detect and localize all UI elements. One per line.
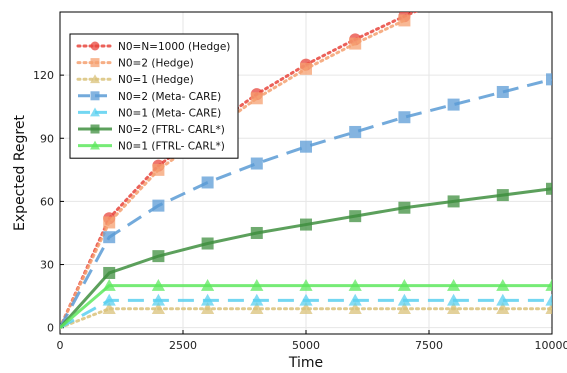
data-point: [103, 216, 116, 229]
data-point: [447, 195, 460, 208]
data-point: [349, 125, 362, 138]
x-tick-label: 7500: [415, 339, 443, 352]
x-tick-label: 5000: [292, 339, 320, 352]
legend-entry: N0=2 (FTRL- CARL*): [118, 124, 225, 136]
data-point: [398, 201, 411, 214]
data-point: [102, 293, 116, 306]
data-point: [250, 302, 264, 315]
data-point: [152, 163, 165, 176]
data-point: [103, 266, 116, 279]
data-point: [496, 278, 510, 291]
data-point: [447, 278, 461, 291]
legend-marker: [90, 41, 100, 51]
data-point: [250, 226, 263, 239]
data-point: [201, 237, 214, 250]
legend-marker: [90, 124, 100, 134]
data-point: [250, 293, 264, 306]
data-point: [348, 302, 362, 315]
y-tick-label: 120: [33, 69, 54, 82]
series-4: [60, 293, 552, 329]
data-point: [496, 302, 510, 315]
data-point: [151, 293, 165, 306]
data-point: [348, 293, 362, 306]
x-tick-label: 10000: [535, 339, 567, 352]
data-point: [349, 37, 362, 50]
legend: N0=N=1000 (Hedge) N0=2 (Hedge) N0=1 (Hedge…: [69, 33, 239, 159]
data-point: [546, 182, 552, 195]
legend-marker: [90, 74, 100, 84]
y-tick-label: 90: [40, 132, 54, 145]
legend-entry: N0=1 (Hedge): [118, 74, 194, 86]
data-point: [300, 140, 312, 153]
series-6: [60, 278, 552, 329]
data-point: [397, 293, 411, 306]
data-point: [152, 199, 165, 212]
data-point: [250, 278, 264, 291]
data-point: [496, 189, 509, 202]
data-point: [546, 73, 552, 86]
x-axis-label: Time: [288, 355, 323, 371]
data-point: [398, 111, 411, 124]
y-tick-label: 60: [40, 195, 54, 208]
data-point: [397, 278, 411, 291]
y-axis-label: Expected Regret: [12, 115, 28, 231]
data-point: [545, 302, 552, 315]
data-point: [250, 157, 263, 170]
data-point: [398, 14, 411, 27]
data-point: [496, 85, 509, 98]
x-tick-label: 0: [57, 339, 64, 352]
x-tick-label: 2500: [169, 339, 197, 352]
data-point: [102, 278, 116, 291]
data-point: [102, 302, 116, 315]
data-point: [152, 250, 165, 263]
data-point: [299, 278, 313, 291]
y-tick-label: 0: [47, 322, 54, 335]
data-point: [299, 293, 313, 306]
series-5: [60, 182, 552, 329]
data-point: [250, 92, 263, 105]
data-point: [201, 176, 214, 189]
legend-entry: N0=N=1000 (Hedge): [118, 41, 230, 53]
data-point: [397, 302, 411, 315]
data-point: [447, 98, 460, 111]
data-point: [300, 218, 312, 231]
data-point: [545, 278, 552, 291]
data-point: [103, 231, 116, 244]
data-point: [496, 293, 510, 306]
axes: 0 2500 5000 7500 10000 0 30 60 90 120: [33, 69, 567, 352]
data-point: [151, 278, 165, 291]
legend-entry: N0=2 (Meta- CARE): [118, 91, 221, 103]
series-2: [60, 302, 552, 330]
data-point: [201, 302, 215, 315]
y-tick-label: 30: [40, 259, 54, 272]
legend-marker: [90, 58, 100, 68]
legend-marker: [90, 107, 100, 117]
data-point: [300, 62, 312, 75]
data-point: [349, 210, 362, 223]
data-point: [299, 302, 313, 315]
legend-entry: N0=1 (Meta- CARE): [118, 107, 221, 119]
series-line: [60, 307, 552, 330]
data-point: [201, 293, 215, 306]
legend-marker: [90, 140, 100, 150]
legend-entry: N0=2 (Hedge): [118, 58, 194, 70]
data-point: [151, 302, 165, 315]
data-point: [545, 293, 552, 306]
legend-entry: N0=1 (FTRL- CARL*): [118, 141, 225, 153]
legend-marker: [90, 91, 100, 101]
series-3: [60, 73, 552, 329]
data-point: [201, 278, 215, 291]
data-point: [447, 293, 461, 306]
data-point: [447, 302, 461, 315]
data-point: [348, 278, 362, 291]
